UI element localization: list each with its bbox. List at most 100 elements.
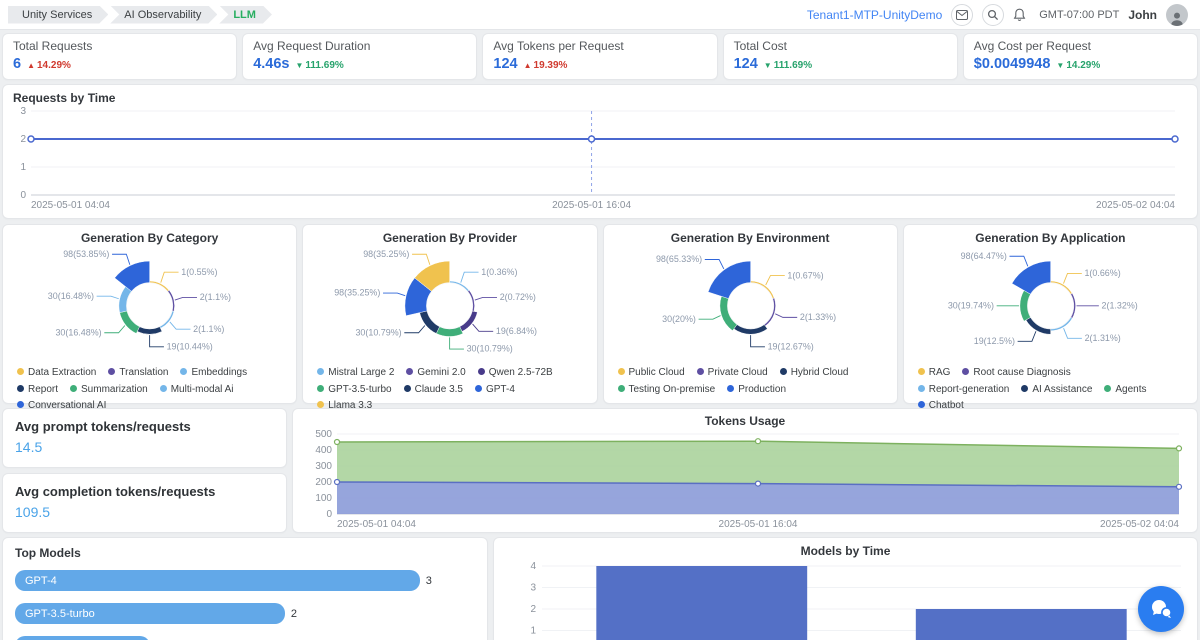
donut-callout-label: 30(19.74%) xyxy=(948,300,994,310)
legend-item-mistral-large-2[interactable]: Mistral Large 2 xyxy=(317,367,394,378)
legend-item-gpt-3-5-turbo[interactable]: GPT-3.5-turbo xyxy=(317,384,391,395)
svg-text:400: 400 xyxy=(315,445,332,456)
trend-arrow-icon: ▲ xyxy=(27,61,35,70)
legend-item-multi-modal-ai[interactable]: Multi-modal Ai xyxy=(160,384,234,395)
legend-item-production[interactable]: Production xyxy=(727,384,786,395)
legend-item-embeddings[interactable]: Embeddings xyxy=(180,367,247,378)
legend-item-report-generation[interactable]: Report-generation xyxy=(918,384,1010,395)
models-by-time-chart[interactable]: 01234 xyxy=(502,558,1189,640)
model-bar-gpt-3-5-turbo[interactable]: GPT-3.5-turbo xyxy=(15,603,285,624)
legend-item-claude-3-5[interactable]: Claude 3.5 xyxy=(404,384,463,395)
legend-item-agents[interactable]: Agents xyxy=(1104,384,1146,395)
legend-item-private-cloud[interactable]: Private Cloud xyxy=(697,367,768,378)
top-models-chart: GPT-4 3 GPT-3.5-turbo2 Llama 3.31 xyxy=(15,570,475,640)
legend-dot xyxy=(475,385,482,392)
kpi-label: Avg Tokens per Request xyxy=(493,39,706,53)
top-model-row-llama-3-3: Llama 3.31 xyxy=(15,636,475,640)
trend-arrow-icon: ▼ xyxy=(1056,61,1064,70)
svg-text:2025-05-02 04:04: 2025-05-02 04:04 xyxy=(1096,200,1175,211)
legend-dot xyxy=(180,368,187,375)
generation-by-category-card: Generation By Category 1(0.55%)2(1.1%)2(… xyxy=(2,224,297,404)
legend-dot xyxy=(317,385,324,392)
legend-item-report[interactable]: Report xyxy=(17,384,58,395)
chart-title: Generation By Environment xyxy=(610,231,891,245)
generation-by-provider-card: Generation By Provider 1(0.36%)2(0.72%)1… xyxy=(302,224,597,404)
model-bar-llama-3-3[interactable]: Llama 3.3 xyxy=(15,636,150,640)
tokens-row: Avg prompt tokens/requests 14.5 Avg comp… xyxy=(2,408,1198,533)
model-bar-gpt-4[interactable]: GPT-4 xyxy=(15,570,420,591)
avatar[interactable] xyxy=(1166,4,1188,26)
legend-dot xyxy=(404,385,411,392)
legend-item-root-cause-diagnosis[interactable]: Root cause Diagnosis xyxy=(962,367,1070,378)
breadcrumb-llm[interactable]: LLM xyxy=(219,6,272,24)
legend-item-ai-assistance[interactable]: AI Assistance xyxy=(1021,384,1092,395)
kpi-value: 124 xyxy=(493,56,517,72)
generation-by-category-chart[interactable]: 1(0.55%)2(1.1%)2(1.1%)19(10.44%)30(16.48… xyxy=(9,245,290,363)
generation-by-provider-chart[interactable]: 1(0.36%)2(0.72%)19(6.84%)30(10.79%)30(10… xyxy=(309,245,590,363)
legend-item-summarization[interactable]: Summarization xyxy=(70,384,148,395)
legend-item-gpt-4[interactable]: GPT-4 xyxy=(475,384,515,395)
svg-text:2: 2 xyxy=(20,134,26,145)
chat-button[interactable] xyxy=(1138,586,1184,632)
donut-callout-label: 30(10.79%) xyxy=(356,327,402,337)
kpi-row: Total Requests 6 ▲14.29% Avg Request Dur… xyxy=(2,33,1198,80)
legend-item-hybrid-cloud[interactable]: Hybrid Cloud xyxy=(780,367,849,378)
svg-text:3: 3 xyxy=(530,583,536,594)
donut-callout-label: 2(1.33%) xyxy=(799,312,835,322)
model-bar-value: 3 xyxy=(426,575,432,587)
legend-dot xyxy=(108,368,115,375)
tokens-usage-chart[interactable]: 01002003004005002025-05-01 04:042025-05-… xyxy=(301,428,1187,530)
time-bar-1[interactable] xyxy=(916,609,1127,640)
donut-callout-label: 1(0.36%) xyxy=(481,267,517,277)
legend-item-data-extraction[interactable]: Data Extraction xyxy=(17,367,96,378)
message-icon[interactable] xyxy=(951,4,973,26)
model-bar-label: GPT-3.5-turbo xyxy=(25,608,95,620)
top-model-row-gpt-3-5-turbo: GPT-3.5-turbo2 xyxy=(15,603,475,624)
stat-label: Avg completion tokens/requests xyxy=(15,484,274,499)
donut-callout-label: 98(64.47%) xyxy=(960,251,1006,261)
legend-item-rag[interactable]: RAG xyxy=(918,367,951,378)
requests-by-time-chart[interactable]: 01232025-05-01 04:042025-05-01 16:042025… xyxy=(13,105,1185,211)
legend-item-gemini-2-0[interactable]: Gemini 2.0 xyxy=(406,367,465,378)
trend-arrow-icon: ▲ xyxy=(524,61,532,70)
kpi-delta: ▼111.69% xyxy=(295,60,343,71)
legend-item-translation[interactable]: Translation xyxy=(108,367,168,378)
nav-actions: Tenant1-MTP-UnityDemo GMT-07:00 PDT John xyxy=(807,4,1188,26)
chart-title: Models by Time xyxy=(502,544,1189,558)
generation-by-environment-chart[interactable]: 1(0.67%)2(1.33%)19(12.67%)30(20%)98(65.3… xyxy=(610,245,891,363)
tokens-usage-card: Tokens Usage 01002003004005002025-05-01 … xyxy=(292,408,1198,533)
tenant-link[interactable]: Tenant1-MTP-UnityDemo xyxy=(807,8,942,22)
legend-dot xyxy=(780,368,787,375)
donut-callout-label: 98(35.25%) xyxy=(363,249,409,259)
donut-callout-label: 2(1.32%) xyxy=(1101,300,1137,310)
legend-dot xyxy=(160,385,167,392)
kpi-avg-tokens-per-request: Avg Tokens per Request 124 ▲19.39% xyxy=(482,33,717,80)
breadcrumb-unity-services[interactable]: Unity Services xyxy=(8,6,108,24)
breadcrumb: Unity Services AI Observability LLM xyxy=(8,6,274,24)
svg-text:2025-05-02 04:04: 2025-05-02 04:04 xyxy=(1100,519,1179,530)
kpi-value: 4.46s xyxy=(253,56,289,72)
legend-item-testing-on-premise[interactable]: Testing On-premise xyxy=(618,384,716,395)
search-icon[interactable] xyxy=(982,4,1004,26)
donut-callout-label: 2(0.72%) xyxy=(500,292,536,302)
kpi-total-cost: Total Cost 124 ▼111.69% xyxy=(723,33,958,80)
user-name: John xyxy=(1128,8,1157,22)
time-bar-0[interactable] xyxy=(596,566,807,640)
donut-callout-label: 2(1.31%) xyxy=(1084,333,1120,343)
notifications-bell-icon[interactable] xyxy=(1013,8,1026,22)
generation-by-application-chart[interactable]: 1(0.66%)2(1.32%)2(1.31%)19(12.5%)30(19.7… xyxy=(910,245,1191,363)
legend-item-public-cloud[interactable]: Public Cloud xyxy=(618,367,685,378)
legend-item-qwen-2-5-72b[interactable]: Qwen 2.5-72B xyxy=(478,367,553,378)
breadcrumb-ai-observability[interactable]: AI Observability xyxy=(110,6,217,24)
svg-text:1: 1 xyxy=(530,626,536,637)
svg-text:2025-05-01 04:04: 2025-05-01 04:04 xyxy=(31,200,110,211)
svg-text:0: 0 xyxy=(326,509,332,520)
timezone-label: GMT-07:00 PDT xyxy=(1039,9,1119,21)
donut-callout-label: 19(10.44%) xyxy=(167,341,213,351)
kpi-value: 124 xyxy=(734,56,758,72)
legend-dot xyxy=(70,385,77,392)
avg-prompt-tokens-card: Avg prompt tokens/requests 14.5 xyxy=(2,408,287,468)
donut-callout-label: 1(0.55%) xyxy=(181,267,217,277)
legend-dot xyxy=(317,368,324,375)
kpi-label: Total Requests xyxy=(13,39,226,53)
